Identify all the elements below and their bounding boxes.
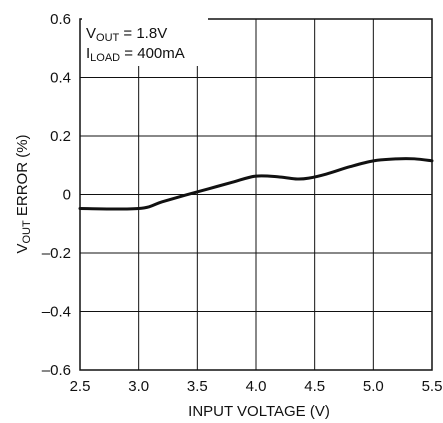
- x-tick-labels: 2.5 3.0 3.5 4.0 4.5 5.0 5.5: [70, 378, 443, 395]
- x-tick-label: 3.0: [128, 378, 149, 395]
- y-tick-label: –0.4: [42, 304, 71, 321]
- x-tick-label: 5.5: [422, 378, 443, 395]
- y-tick-label: –0.2: [42, 245, 71, 262]
- y-tick-label: 0.4: [50, 70, 71, 87]
- x-tick-label: 3.5: [187, 378, 208, 395]
- annotation-iload: ILOAD = 400mA: [86, 45, 185, 64]
- y-tick-label: 0.2: [50, 128, 71, 145]
- x-tick-label: 5.0: [363, 378, 384, 395]
- x-tick-label: 4.5: [304, 378, 325, 395]
- y-axis-title: VOUT ERROR (%): [14, 134, 33, 253]
- plot-frame: [79, 18, 433, 371]
- grid: [79, 18, 433, 371]
- annotation-background: [82, 14, 208, 66]
- y-tick-label: –0.6: [42, 362, 71, 379]
- annotation-vout: VOUT = 1.8V: [86, 25, 167, 44]
- y-tick-label: 0: [63, 187, 71, 204]
- x-tick-label: 2.5: [70, 378, 91, 395]
- series-line: [78, 157, 434, 211]
- y-tick-labels: –0.6 –0.4 –0.2 0 0.2 0.4 0.6: [42, 11, 71, 379]
- y-tick-label: 0.6: [50, 11, 71, 28]
- x-tick-label: 4.0: [246, 378, 267, 395]
- x-axis-title: INPUT VOLTAGE (V): [188, 403, 330, 420]
